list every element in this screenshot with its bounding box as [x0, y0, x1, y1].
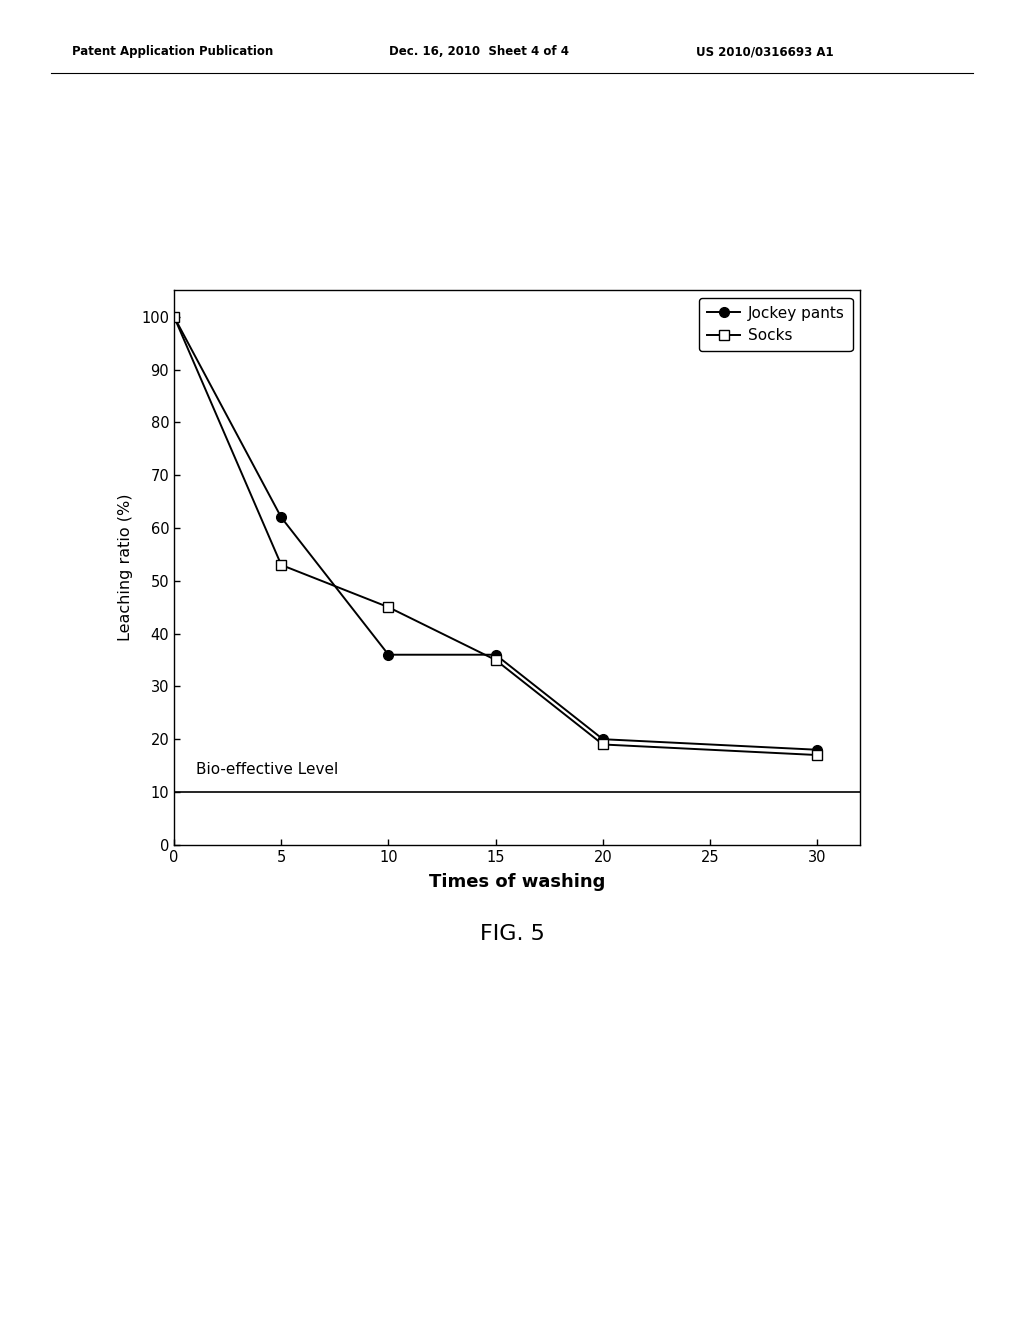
Socks — [597, 737, 609, 752]
Text: US 2010/0316693 A1: US 2010/0316693 A1 — [696, 45, 834, 58]
Socks — [489, 652, 502, 668]
Socks — [811, 747, 823, 763]
Jockey pants — [811, 742, 823, 758]
Socks — [168, 309, 180, 325]
Line: Socks: Socks — [169, 312, 822, 760]
Socks — [275, 557, 288, 573]
X-axis label: Times of washing: Times of washing — [429, 873, 605, 891]
Text: Dec. 16, 2010  Sheet 4 of 4: Dec. 16, 2010 Sheet 4 of 4 — [389, 45, 569, 58]
Legend: Jockey pants, Socks: Jockey pants, Socks — [699, 298, 853, 351]
Jockey pants — [597, 731, 609, 747]
Line: Jockey pants: Jockey pants — [169, 312, 822, 755]
Jockey pants — [275, 510, 288, 525]
Jockey pants — [489, 647, 502, 663]
Jockey pants — [382, 647, 394, 663]
Jockey pants — [168, 309, 180, 325]
Text: Patent Application Publication: Patent Application Publication — [72, 45, 273, 58]
Y-axis label: Leaching ratio (%): Leaching ratio (%) — [118, 494, 133, 642]
Socks — [382, 599, 394, 615]
Text: FIG. 5: FIG. 5 — [479, 924, 545, 944]
Text: Bio-effective Level: Bio-effective Level — [196, 762, 338, 776]
